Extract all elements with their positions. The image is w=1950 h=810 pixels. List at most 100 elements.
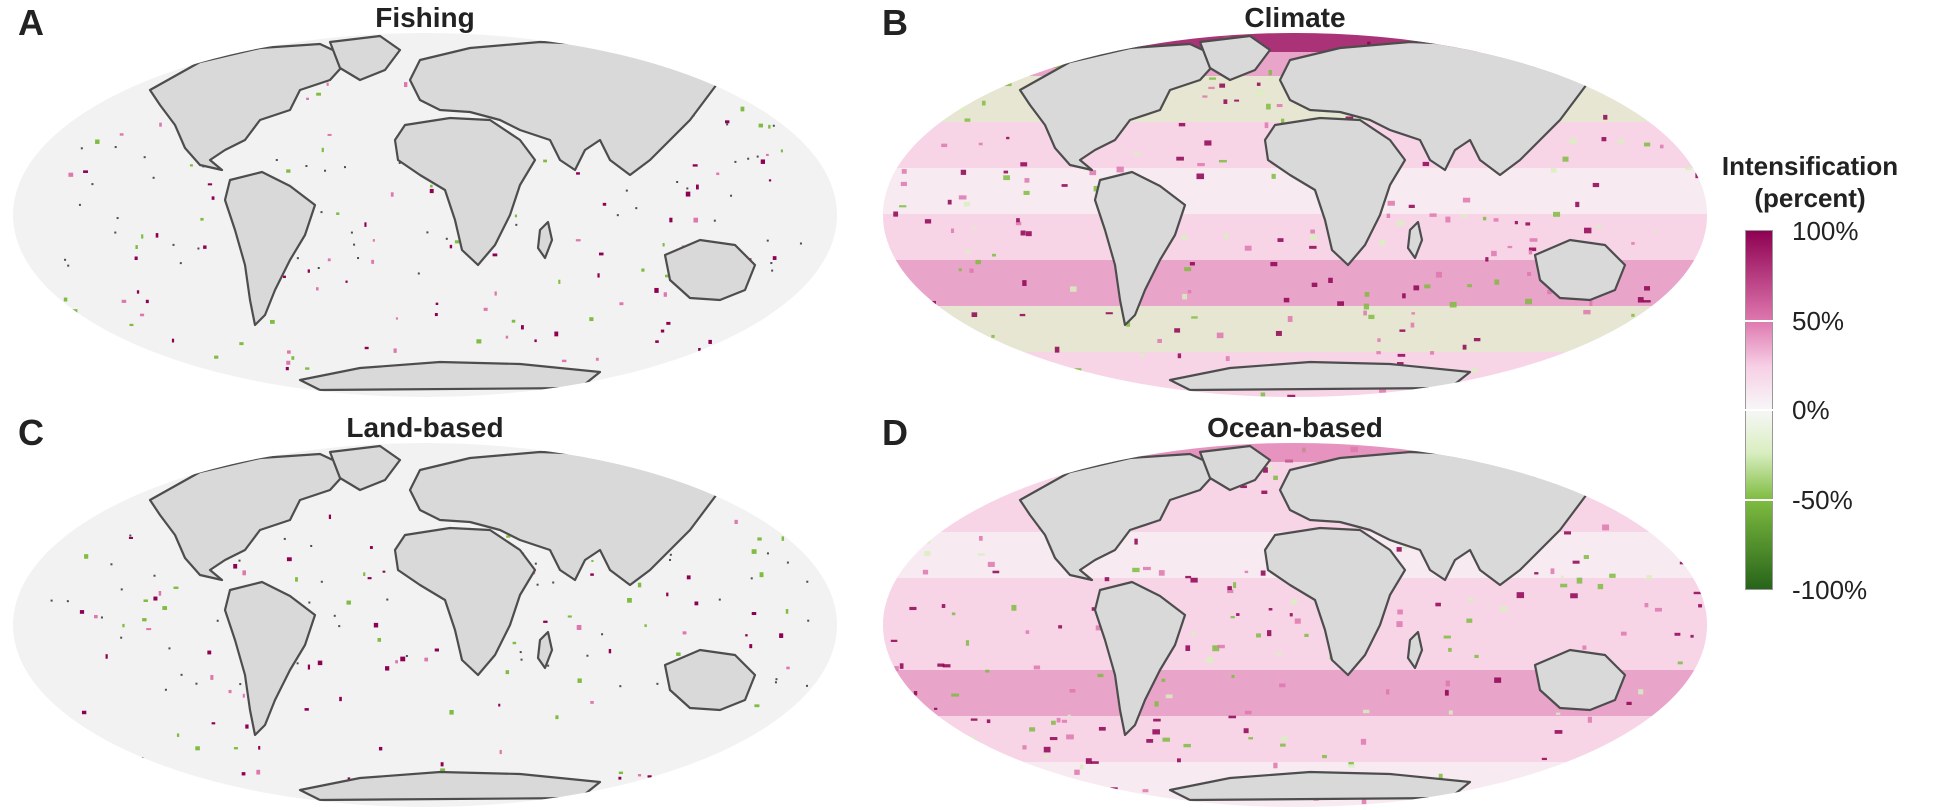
island — [179, 262, 182, 265]
intensity-cell — [1570, 593, 1578, 599]
intensity-cell — [424, 657, 429, 662]
intensity-cell — [141, 234, 144, 239]
intensity-cell — [1067, 714, 1071, 718]
intensity-cell — [139, 313, 145, 317]
intensity-cell — [602, 202, 607, 206]
intensity-cell — [94, 615, 98, 619]
intensity-cell — [654, 287, 659, 293]
intensity-cell — [941, 604, 946, 608]
island — [120, 588, 123, 591]
intensity-cell — [1322, 754, 1327, 759]
intensity-cell — [315, 287, 319, 291]
intensity-cell — [1191, 316, 1198, 319]
intensity-cell — [1022, 280, 1027, 286]
intensity-cell — [119, 133, 124, 136]
intensity-cell — [241, 772, 246, 776]
intensity-cell — [924, 551, 931, 556]
intensity-cell — [1653, 229, 1659, 232]
intensity-cell — [1683, 331, 1690, 337]
island — [775, 678, 778, 681]
intensity-cell — [951, 693, 960, 697]
africa-landmass — [1263, 526, 1407, 677]
island — [195, 682, 198, 685]
intensity-cell — [512, 641, 517, 645]
intensity-cell — [1025, 630, 1030, 634]
intensity-cell — [1053, 370, 1059, 374]
intensity-cell — [346, 600, 351, 605]
intensity-cell — [129, 323, 134, 327]
intensity-cell — [521, 325, 524, 330]
intensity-cell — [1132, 567, 1140, 573]
intensity-cell — [307, 664, 311, 670]
intensity-cell — [1451, 451, 1456, 455]
intensity-cell — [1066, 734, 1074, 740]
intensity-cell — [1659, 144, 1664, 149]
south-america-landmass — [1093, 580, 1187, 737]
intensity-cell — [637, 774, 642, 777]
intensity-cell — [1448, 647, 1452, 652]
intensity-cell — [1422, 161, 1430, 167]
island — [238, 559, 241, 562]
intensity-cell — [740, 499, 744, 503]
intensity-cell — [923, 482, 928, 487]
island — [771, 269, 774, 272]
intensity-cell — [597, 273, 600, 278]
island — [766, 239, 769, 242]
intensity-cell — [1074, 769, 1080, 775]
intensity-cell — [1287, 394, 1296, 397]
intensity-cell — [326, 82, 329, 86]
intensity-cell — [1233, 582, 1237, 589]
intensity-cell — [619, 302, 624, 306]
island — [180, 673, 183, 676]
island — [308, 601, 311, 604]
intensity-cell — [1061, 184, 1068, 187]
intensity-cell — [1230, 615, 1235, 619]
intensity-cell — [67, 770, 70, 774]
intensity-cell — [382, 570, 386, 573]
island — [398, 161, 401, 164]
intensity-cell — [72, 57, 76, 61]
island — [333, 614, 336, 617]
intensity-cell — [1289, 613, 1293, 617]
intensity-cell — [1142, 789, 1149, 793]
intensity-cell — [951, 612, 956, 616]
intensity-cell — [1134, 538, 1138, 545]
island — [216, 619, 219, 622]
intensity-cell — [940, 77, 945, 82]
intensity-cell — [1473, 337, 1481, 342]
south-america-landmass — [223, 580, 317, 737]
intensity-cell — [1685, 91, 1691, 96]
island — [726, 123, 729, 126]
island — [806, 684, 809, 687]
intensity-cell — [760, 159, 766, 164]
intensity-cell — [1225, 356, 1230, 362]
intensity-cell — [1270, 261, 1278, 267]
intensity-cell — [483, 307, 488, 311]
intensity-cell — [1438, 773, 1443, 780]
intensity-cell — [393, 348, 397, 353]
intensity-cell — [189, 164, 193, 167]
intensity-cell — [695, 184, 699, 190]
intensity-cell — [1158, 570, 1165, 576]
panel-title: Land-based — [346, 412, 504, 443]
panel-letter: D — [882, 412, 908, 453]
intensity-cell — [641, 268, 645, 272]
intensity-cell — [1685, 166, 1692, 171]
intensity-cell — [534, 339, 537, 343]
intensity-cell — [1133, 152, 1141, 156]
intensity-cell — [950, 384, 955, 390]
intensity-cell — [1494, 279, 1500, 285]
intensity-cell — [1560, 583, 1568, 588]
intensity-cell — [637, 582, 642, 588]
intensity-cell — [306, 97, 309, 100]
intensity-cell — [908, 72, 913, 78]
intensity-cell — [1445, 680, 1450, 687]
intensity-cell — [1413, 285, 1420, 291]
intensity-cell — [371, 259, 375, 264]
intensity-cell — [1244, 570, 1249, 574]
intensity-cell — [555, 715, 559, 720]
colorbar-tick — [1745, 320, 1773, 322]
intensity-cell — [1363, 709, 1370, 714]
intensity-cell — [981, 100, 986, 106]
intensity-cell — [270, 319, 275, 324]
